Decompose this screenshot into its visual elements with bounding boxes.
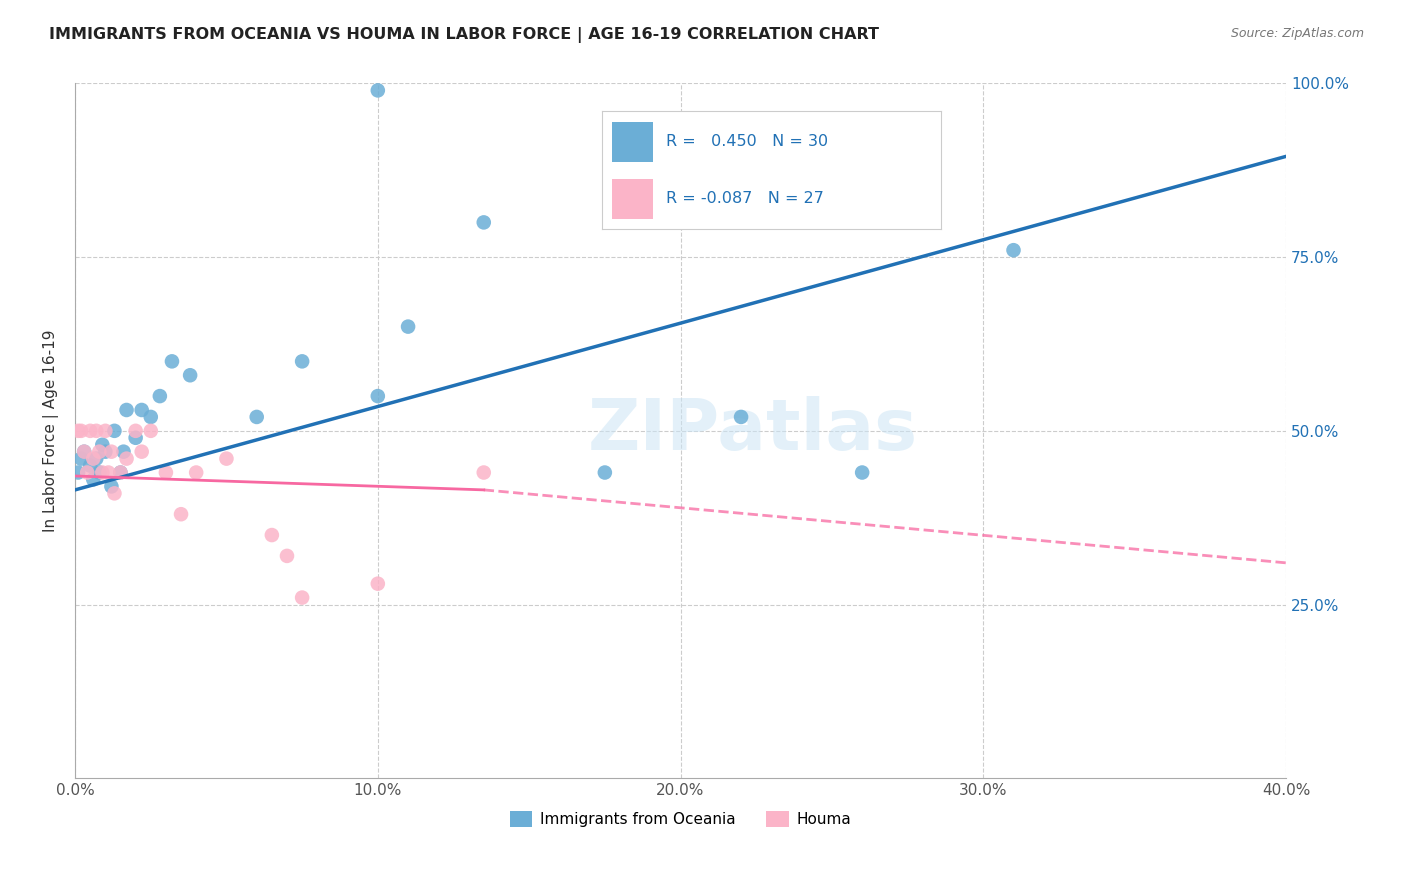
- Point: [97, 466, 120, 480]
- Legend: Immigrants from Oceania, Houma: Immigrants from Oceania, Houma: [503, 805, 858, 833]
- Point: [82, 473, 104, 487]
- Point: [91, 438, 114, 452]
- Point: [103, 486, 125, 500]
- Point: [291, 354, 314, 368]
- Point: [79, 424, 101, 438]
- Point: [396, 319, 419, 334]
- Point: [79, 458, 101, 473]
- Point: [131, 444, 153, 458]
- Point: [84, 451, 107, 466]
- Point: [215, 451, 238, 466]
- Point: [100, 479, 122, 493]
- Point: [246, 409, 269, 424]
- Point: [131, 403, 153, 417]
- Point: [84, 424, 107, 438]
- Point: [260, 528, 283, 542]
- Point: [82, 451, 104, 466]
- Point: [100, 444, 122, 458]
- Point: [89, 444, 111, 458]
- Point: [149, 389, 172, 403]
- Point: [291, 591, 314, 605]
- Point: [94, 444, 117, 458]
- Point: [91, 466, 114, 480]
- Point: [160, 354, 183, 368]
- Text: ZIPatlas: ZIPatlas: [588, 396, 918, 466]
- Point: [155, 466, 177, 480]
- Point: [124, 424, 146, 438]
- Point: [73, 444, 96, 458]
- Point: [1002, 243, 1025, 257]
- Point: [110, 466, 132, 480]
- Point: [367, 389, 389, 403]
- Point: [76, 466, 98, 480]
- Point: [179, 368, 201, 383]
- Point: [472, 215, 495, 229]
- Point: [730, 409, 752, 424]
- Point: [851, 466, 873, 480]
- Point: [103, 424, 125, 438]
- Point: [67, 466, 90, 480]
- Point: [112, 444, 135, 458]
- Point: [70, 424, 93, 438]
- Point: [367, 83, 389, 97]
- Point: [170, 507, 193, 521]
- Text: IMMIGRANTS FROM OCEANIA VS HOUMA IN LABOR FORCE | AGE 16-19 CORRELATION CHART: IMMIGRANTS FROM OCEANIA VS HOUMA IN LABO…: [49, 27, 879, 43]
- Point: [115, 451, 138, 466]
- Point: [94, 424, 117, 438]
- Point: [186, 466, 208, 480]
- Point: [367, 576, 389, 591]
- Point: [110, 466, 132, 480]
- Point: [67, 424, 90, 438]
- Point: [139, 409, 162, 424]
- Point: [124, 431, 146, 445]
- Point: [276, 549, 298, 563]
- Text: Source: ZipAtlas.com: Source: ZipAtlas.com: [1230, 27, 1364, 40]
- Point: [139, 424, 162, 438]
- Point: [89, 466, 111, 480]
- Y-axis label: In Labor Force | Age 16-19: In Labor Force | Age 16-19: [44, 329, 59, 533]
- Point: [73, 444, 96, 458]
- Point: [70, 451, 93, 466]
- Point: [115, 403, 138, 417]
- Point: [593, 466, 616, 480]
- Point: [472, 466, 495, 480]
